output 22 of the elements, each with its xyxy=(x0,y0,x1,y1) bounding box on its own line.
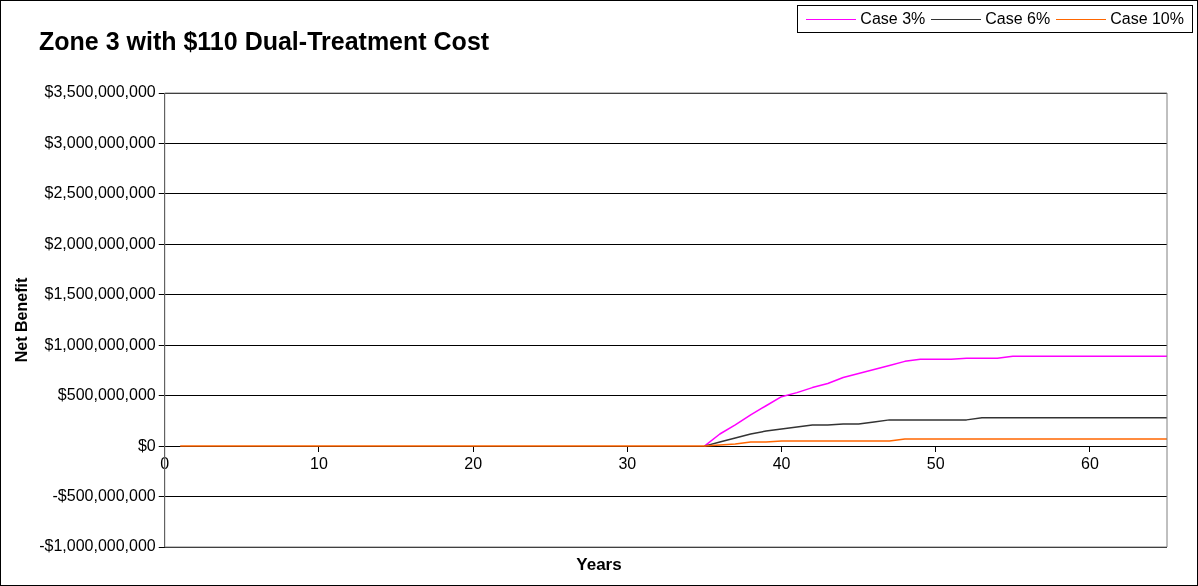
x-tick-label: 30 xyxy=(618,455,637,473)
y-tick-label: $0 xyxy=(137,436,156,454)
y-tick-label: -$1,000,000,000 xyxy=(39,537,156,555)
y-tick-label: $3,000,000,000 xyxy=(44,133,156,151)
y-tick-label: $2,500,000,000 xyxy=(44,184,156,202)
x-tick-label: 20 xyxy=(464,455,483,473)
y-tick-label: $500,000,000 xyxy=(57,386,156,404)
y-tick-label: $1,000,000,000 xyxy=(44,335,156,353)
legend-label: Case 6% xyxy=(985,10,1051,28)
x-axis-title: Years xyxy=(575,555,623,575)
legend-label: Case 3% xyxy=(860,10,926,28)
y-tick-label: -$500,000,000 xyxy=(52,486,156,504)
x-tick-label: 10 xyxy=(310,455,328,473)
x-tick-label: 50 xyxy=(926,455,945,473)
y-axis-title: Net Benefit xyxy=(13,277,31,363)
y-tick-label: $2,000,000,000 xyxy=(44,234,156,252)
x-tick-label: 40 xyxy=(772,455,791,473)
x-tick-label: 60 xyxy=(1081,455,1099,473)
legend-label: Case 10% xyxy=(1110,10,1184,28)
chart-title: Zone 3 with $110 Dual-Treatment Cost xyxy=(39,27,490,56)
y-tick-label: $1,500,000,000 xyxy=(44,285,156,303)
y-tick-label: $3,500,000,000 xyxy=(44,83,156,101)
